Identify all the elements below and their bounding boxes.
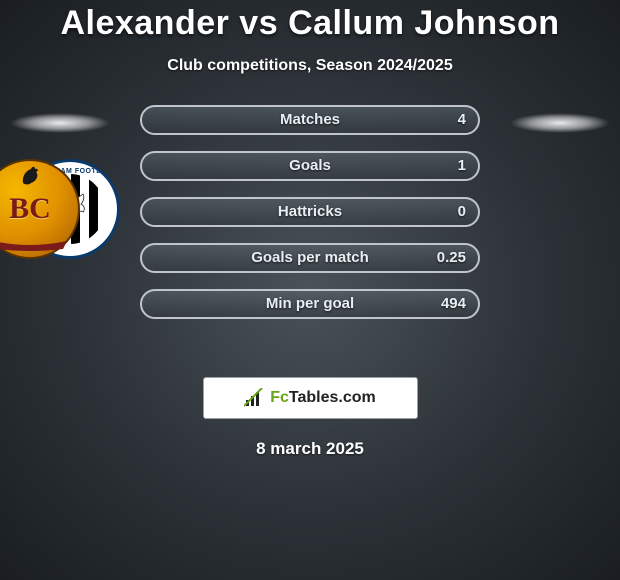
stat-row-goals-per-match: Goals per match 0.25 — [140, 243, 480, 273]
stat-value-right: 4 — [458, 107, 466, 133]
stat-label: Goals — [142, 153, 478, 179]
subtitle: Club competitions, Season 2024/2025 — [0, 57, 620, 75]
comparison-panel: GILLINGHAM FOOTBALL CLUB BC Matches 4 Go… — [0, 99, 620, 359]
match-date: 8 march 2025 — [0, 439, 620, 459]
shadow-right — [510, 113, 610, 133]
stat-row-matches: Matches 4 — [140, 105, 480, 135]
stat-value-right: 1 — [458, 153, 466, 179]
shadow-left — [10, 113, 110, 133]
bar-chart-icon — [244, 388, 266, 408]
brand-box[interactable]: FcTables.com — [203, 377, 418, 419]
stat-label: Min per goal — [142, 291, 478, 317]
banner-icon — [0, 239, 69, 251]
stat-row-hattricks: Hattricks 0 — [140, 197, 480, 227]
rooster-icon — [17, 163, 43, 189]
page-title: Alexander vs Callum Johnson — [0, 0, 620, 43]
brand-text: FcTables.com — [270, 389, 376, 407]
stat-label: Goals per match — [142, 245, 478, 271]
stat-label: Hattricks — [142, 199, 478, 225]
stat-value-right: 0.25 — [437, 245, 466, 271]
stat-label: Matches — [142, 107, 478, 133]
stat-row-min-per-goal: Min per goal 494 — [140, 289, 480, 319]
stat-value-right: 0 — [458, 199, 466, 225]
stat-row-goals: Goals 1 — [140, 151, 480, 181]
badge-right-letters: BC — [9, 192, 51, 226]
stats-list: Matches 4 Goals 1 Hattricks 0 Goals per … — [140, 105, 480, 335]
stat-value-right: 494 — [441, 291, 466, 317]
